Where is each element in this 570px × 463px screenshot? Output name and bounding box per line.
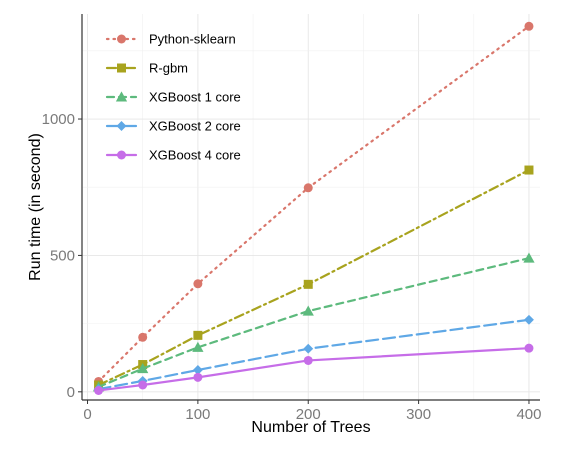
legend-marker [117, 34, 126, 44]
data-point [303, 355, 313, 365]
series-group [92, 21, 535, 395]
y-tick-label: 1000 [42, 111, 75, 128]
y-tick-label: 500 [50, 247, 75, 264]
tick-labels: 0 100 200 300 400 0 500 1000 [42, 111, 542, 423]
series-line [97, 25, 531, 383]
data-point [193, 372, 203, 382]
data-point [193, 330, 203, 340]
data-point [137, 363, 149, 374]
data-point [138, 332, 148, 342]
data-point [192, 365, 203, 375]
data-point [524, 21, 534, 31]
legend-marker [117, 63, 126, 73]
data-point [303, 343, 314, 354]
legend-item: XGBoost 4 core [105, 148, 241, 163]
legend-item: Python-sklearn [105, 32, 236, 47]
series-python-sklearn [94, 21, 534, 386]
legend-marker [117, 150, 126, 160]
data-point [303, 183, 313, 193]
axes [78, 14, 540, 404]
data-point [523, 252, 535, 263]
series-line [97, 257, 531, 389]
legend-marker [116, 121, 127, 131]
legend-label: R-gbm [149, 61, 188, 76]
legend: Python-sklearn R-gbm XGBoost 1 core XGBoost… [105, 32, 241, 163]
data-point [192, 341, 204, 352]
data-point [302, 305, 314, 316]
y-tick-label: 0 [67, 384, 75, 401]
y-axis-title: Run time (in second) [27, 133, 44, 281]
legend-label: XGBoost 1 core [149, 90, 241, 105]
legend-label: XGBoost 2 core [149, 119, 241, 134]
data-point [193, 279, 203, 289]
data-point [524, 343, 534, 353]
x-tick-label: 100 [185, 406, 210, 423]
series-xgboost-4-core [94, 343, 534, 395]
legend-marker [115, 91, 128, 102]
data-point [524, 165, 534, 175]
x-axis-title: Number of Trees [251, 419, 370, 436]
legend-item: XGBoost 1 core [105, 90, 241, 105]
data-point [94, 385, 104, 395]
data-point [303, 279, 313, 289]
data-point [524, 314, 534, 325]
x-tick-label: 200 [296, 406, 321, 423]
legend-label: Python-sklearn [149, 32, 236, 47]
legend-label: XGBoost 4 core [149, 148, 241, 163]
legend-item: R-gbm [105, 61, 188, 76]
legend-item: XGBoost 2 core [105, 119, 241, 134]
data-point [138, 380, 148, 390]
x-tick-label: 300 [406, 406, 431, 423]
series-r-gbm [94, 165, 534, 390]
x-tick-label: 0 [83, 406, 91, 423]
x-tick-label: 400 [516, 406, 541, 423]
